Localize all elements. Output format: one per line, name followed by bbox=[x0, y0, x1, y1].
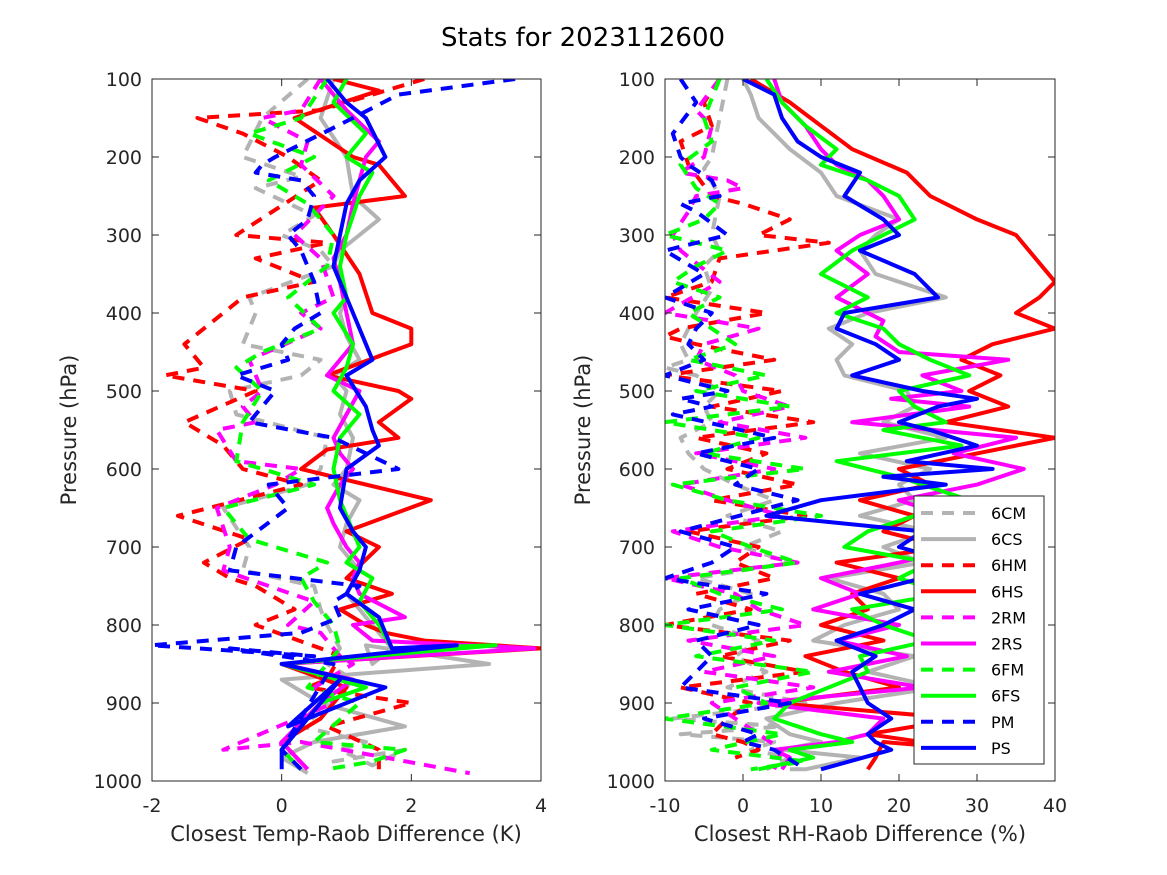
legend-box bbox=[913, 495, 1045, 765]
rh-series-2rm bbox=[665, 79, 816, 771]
legend-label-ps: PS bbox=[991, 739, 1011, 758]
rh-panel: -10 0 10 20 30 40 100 200 300 400 500 600 700 800 900 1… bbox=[571, 69, 1067, 846]
legend-label-pm: PM bbox=[991, 713, 1014, 732]
temp-series-2rm bbox=[214, 79, 471, 776]
temp-panel: -2 0 2 4 100 200 300 400 500 600 700 800 900 1000 Clo… bbox=[57, 69, 547, 846]
temp-xtick-label: 2 bbox=[405, 795, 417, 817]
temp-series-ps bbox=[279, 79, 459, 770]
rh-ytick-label: 800 bbox=[619, 615, 655, 637]
temp-ytick-label: 700 bbox=[106, 537, 142, 559]
temp-ytick-label: 1000 bbox=[94, 771, 142, 793]
temp-series-6fs bbox=[279, 79, 498, 771]
temp-ytick-label: 300 bbox=[106, 225, 142, 247]
rh-series-group bbox=[665, 79, 1055, 772]
legend-label-6fm: 6FM bbox=[991, 661, 1024, 680]
rh-ytick-label: 100 bbox=[619, 69, 655, 91]
temp-xtick-label: 4 bbox=[535, 795, 547, 817]
rh-xtick-label: 30 bbox=[965, 795, 989, 817]
temp-xtick-label: -2 bbox=[143, 795, 162, 817]
temp-ytick-label: 200 bbox=[106, 147, 142, 169]
legend: 6CM 6CS 6HM 6HS 2RM 2RS 6FM 6FS PM PS bbox=[913, 495, 1045, 765]
temp-ytick-label: 600 bbox=[106, 459, 142, 481]
rh-xtick-label: 10 bbox=[809, 795, 833, 817]
temp-xtick-label: 0 bbox=[276, 795, 288, 817]
rh-ytick-label: 400 bbox=[619, 303, 655, 325]
rh-xtick-label: 20 bbox=[887, 795, 911, 817]
rh-xtick-label: 0 bbox=[737, 795, 749, 817]
temp-ytick-label: 900 bbox=[106, 693, 142, 715]
legend-label-2rm: 2RM bbox=[991, 608, 1026, 627]
legend-label-6hs: 6HS bbox=[991, 582, 1023, 601]
rh-ytick-label: 200 bbox=[619, 147, 655, 169]
rh-axes-box bbox=[664, 78, 1056, 782]
temp-series-6fm bbox=[221, 79, 407, 772]
rh-series-pm bbox=[665, 79, 807, 771]
rh-ytick-label: 900 bbox=[619, 693, 655, 715]
temp-ticks: -2 0 2 4 100 200 300 400 500 600 700 800 900 1000 bbox=[94, 69, 547, 817]
rh-ytick-label: 600 bbox=[619, 459, 655, 481]
temp-ytick-label: 800 bbox=[106, 615, 142, 637]
legend-label-6cs: 6CS bbox=[991, 530, 1023, 549]
legend-label-2rs: 2RS bbox=[991, 635, 1022, 654]
temp-x-axis-label: Closest Temp-Raob Difference (K) bbox=[170, 822, 522, 846]
temp-ytick-label: 100 bbox=[106, 69, 142, 91]
rh-ytick-label: 500 bbox=[619, 381, 655, 403]
rh-y-axis-label: Pressure (hPa) bbox=[571, 355, 595, 506]
rh-ytick-label: 300 bbox=[619, 225, 655, 247]
temp-ytick-label: 400 bbox=[106, 303, 142, 325]
rh-ticks: -10 0 10 20 30 40 100 200 300 400 500 600 700 800 900 1… bbox=[607, 69, 1067, 817]
rh-ytick-label: 700 bbox=[619, 537, 655, 559]
rh-series-6fs bbox=[758, 79, 972, 772]
legend-label-6hm: 6HM bbox=[991, 556, 1027, 575]
legend-items: 6CM 6CS 6HM 6HS 2RM 2RS 6FM 6FS PM PS bbox=[921, 504, 1027, 758]
legend-label-6fs: 6FS bbox=[991, 687, 1020, 706]
figure-title: Stats for 2023112600 bbox=[441, 23, 725, 53]
rh-xtick-label: 40 bbox=[1043, 795, 1067, 817]
temp-y-axis-label: Pressure (hPa) bbox=[57, 355, 81, 506]
temp-ytick-label: 500 bbox=[106, 381, 142, 403]
temp-axes-box bbox=[151, 78, 542, 782]
rh-x-axis-label: Closest RH-Raob Difference (%) bbox=[694, 822, 1026, 846]
rh-ytick-label: 1000 bbox=[607, 771, 655, 793]
rh-series-ps bbox=[742, 79, 995, 772]
temp-series-group bbox=[152, 79, 541, 776]
rh-xtick-label: -10 bbox=[649, 795, 680, 817]
legend-label-6cm: 6CM bbox=[991, 504, 1026, 523]
rh-series-2rs bbox=[756, 79, 1026, 771]
temp-series-6hm bbox=[163, 79, 425, 770]
